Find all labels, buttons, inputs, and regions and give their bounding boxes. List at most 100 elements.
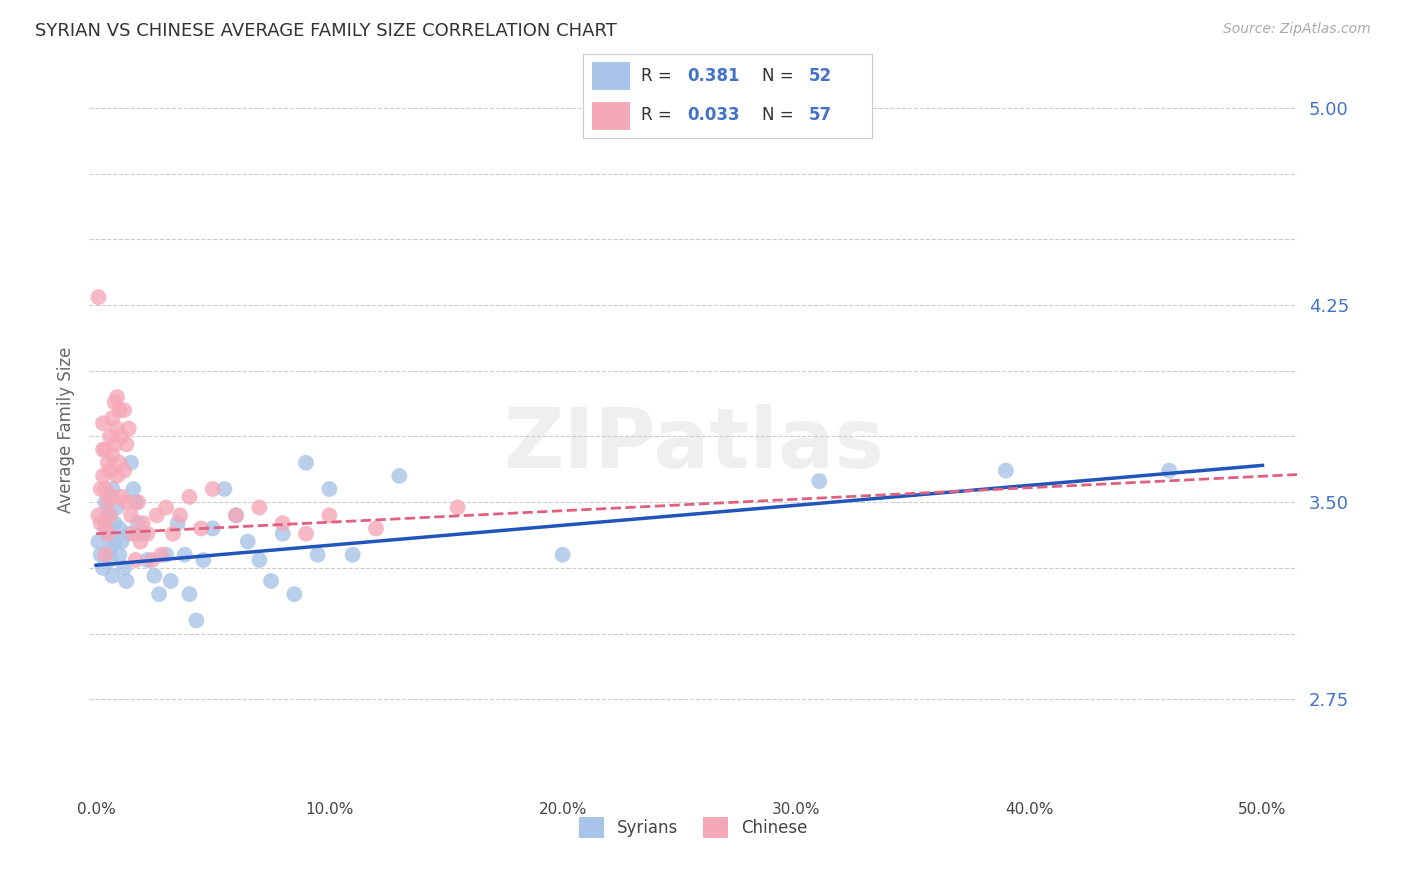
Point [98, 464, 121, 478]
Point [283, 587, 305, 601]
Point [247, 500, 270, 515]
Text: Source: ZipAtlas.com: Source: ZipAtlas.com [1223, 22, 1371, 37]
Point [94, 495, 117, 509]
Bar [592, 102, 630, 130]
Point [190, 521, 212, 535]
Point [118, 421, 141, 435]
Point [295, 526, 318, 541]
Point [97, 526, 120, 541]
Point [127, 516, 149, 531]
Text: 52: 52 [808, 68, 831, 86]
Point [98, 553, 121, 567]
Point [1159, 464, 1181, 478]
Text: R =: R = [641, 68, 678, 86]
Point [105, 421, 128, 435]
Point [115, 574, 138, 588]
Point [98, 429, 121, 443]
Point [225, 508, 247, 523]
Point [94, 516, 117, 531]
Point [94, 482, 117, 496]
Point [193, 553, 215, 567]
Point [132, 526, 155, 541]
Point [97, 526, 120, 541]
Point [145, 508, 167, 523]
Point [342, 548, 364, 562]
Point [91, 561, 114, 575]
Point [108, 521, 131, 535]
Point [318, 482, 340, 496]
Point [94, 442, 117, 457]
Point [225, 508, 247, 523]
Text: R =: R = [641, 106, 678, 124]
Legend: Syrians, Chinese: Syrians, Chinese [572, 811, 814, 845]
Point [104, 534, 127, 549]
Point [118, 526, 141, 541]
Point [104, 437, 127, 451]
Point [101, 482, 124, 496]
Point [105, 390, 128, 404]
Point [111, 534, 134, 549]
Point [446, 500, 468, 515]
Point [201, 521, 224, 535]
Point [90, 482, 112, 496]
Point [388, 469, 411, 483]
Point [97, 456, 120, 470]
Point [136, 553, 159, 567]
Point [94, 521, 117, 535]
Point [808, 474, 831, 488]
Text: 57: 57 [808, 106, 831, 124]
Text: ZIPatlas: ZIPatlas [503, 404, 884, 485]
Point [179, 490, 201, 504]
Point [125, 553, 148, 567]
Point [105, 500, 128, 515]
Point [112, 464, 135, 478]
Point [150, 548, 173, 562]
Point [108, 403, 131, 417]
Point [108, 548, 131, 562]
Point [108, 456, 131, 470]
Point [91, 442, 114, 457]
Point [91, 469, 114, 483]
Point [214, 482, 236, 496]
Text: SYRIAN VS CHINESE AVERAGE FAMILY SIZE CORRELATION CHART: SYRIAN VS CHINESE AVERAGE FAMILY SIZE CO… [35, 22, 617, 40]
Point [90, 516, 112, 531]
Point [120, 456, 142, 470]
Point [166, 516, 188, 531]
Point [159, 574, 181, 588]
Point [186, 614, 208, 628]
Point [179, 587, 201, 601]
Point [162, 526, 184, 541]
Text: N =: N = [762, 106, 799, 124]
Point [141, 553, 163, 567]
Point [91, 417, 114, 431]
Point [111, 490, 134, 504]
Point [98, 542, 121, 557]
Point [112, 403, 135, 417]
Point [136, 526, 159, 541]
Point [101, 448, 124, 462]
Point [271, 516, 294, 531]
Point [115, 495, 138, 509]
Point [94, 548, 117, 562]
Text: 0.033: 0.033 [688, 106, 740, 124]
Point [125, 495, 148, 509]
Point [129, 534, 152, 549]
Point [104, 516, 127, 531]
Point [97, 495, 120, 509]
Point [148, 587, 170, 601]
Point [97, 508, 120, 523]
Point [318, 508, 340, 523]
Point [90, 548, 112, 562]
Point [105, 469, 128, 483]
Point [101, 411, 124, 425]
Point [271, 526, 294, 541]
Point [87, 508, 110, 523]
Point [201, 482, 224, 496]
Bar [592, 62, 630, 90]
Point [155, 500, 177, 515]
Point [295, 456, 318, 470]
Point [143, 568, 166, 582]
Point [101, 568, 124, 582]
Point [122, 482, 145, 496]
Point [132, 516, 155, 531]
